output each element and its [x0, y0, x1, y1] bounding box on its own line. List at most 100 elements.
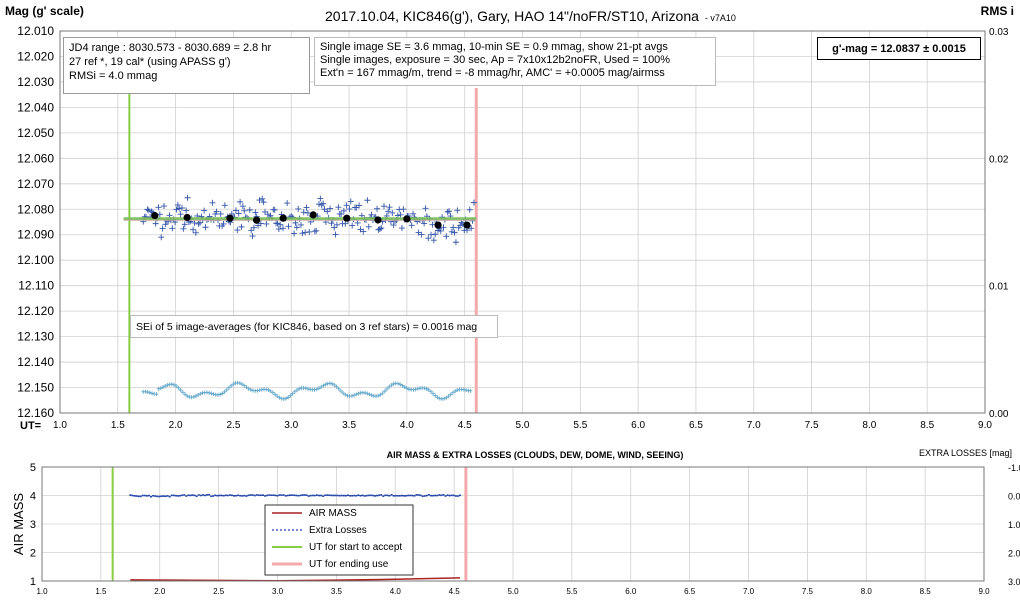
- single-image-point: [213, 208, 220, 215]
- single-image-point: [161, 203, 168, 210]
- extra-loss-point: [247, 494, 250, 497]
- extra-loss-point: [388, 494, 391, 497]
- rms-point: [354, 392, 359, 397]
- extra-loss-point: [222, 494, 225, 497]
- single-image-point: [190, 226, 197, 233]
- extra-loss-point: [187, 494, 190, 497]
- legend-start-label: UT for start to accept: [309, 542, 402, 553]
- single-image-point: [386, 204, 393, 211]
- extra-loss-point: [344, 494, 347, 497]
- rms-point: [145, 390, 150, 395]
- extra-loss-point: [340, 494, 343, 497]
- rms-point: [450, 390, 455, 395]
- single-image-point: [317, 195, 324, 202]
- extra-loss-point: [162, 495, 165, 497]
- extra-loss-point: [429, 494, 432, 497]
- single-image-point: [306, 228, 313, 235]
- top-x-tick-label: 3.0: [284, 420, 298, 431]
- bottom-plot-frame: [41, 466, 985, 582]
- extra-loss-point: [332, 494, 335, 497]
- extra-loss-point: [324, 494, 327, 497]
- top-y-tick-label: 12.040: [17, 100, 54, 114]
- rms-point: [200, 390, 205, 395]
- single-image-point: [320, 200, 327, 207]
- rms-point: [169, 382, 174, 387]
- extra-loss-point: [411, 494, 414, 497]
- extra-loss-point: [156, 495, 159, 498]
- extra-loss-point: [145, 495, 148, 497]
- info-center-line-3: Ext'n = 167 mmag/m, trend = -8 mmag/hr, …: [320, 67, 665, 79]
- extra-loss-point: [415, 494, 418, 496]
- rms-point: [305, 386, 310, 391]
- single-image-point: [430, 237, 437, 244]
- rms-point: [464, 388, 469, 393]
- extra-loss-point: [459, 494, 462, 497]
- top-y-tick-label: 12.140: [17, 355, 54, 369]
- bottom-x-tick-label: 9.0: [978, 587, 990, 596]
- extra-loss-point: [179, 494, 182, 497]
- rms-point: [378, 392, 383, 397]
- bottom-right-tick-label: 2.0: [1008, 549, 1020, 559]
- top-y-tick-label: 12.070: [17, 177, 54, 191]
- extra-loss-point: [201, 494, 204, 496]
- single-image-point: [421, 220, 428, 227]
- extra-loss-point: [212, 495, 215, 497]
- bottom-x-tick-label: 6.5: [684, 587, 696, 596]
- rms-point: [369, 393, 374, 398]
- extra-loss-point: [218, 494, 221, 497]
- extra-loss-point: [347, 494, 350, 497]
- top-y-tick-label: 12.080: [17, 202, 54, 216]
- single-image-point: [452, 239, 459, 246]
- average-point: [403, 215, 411, 223]
- bottom-y-axis-title: AIR MASS: [11, 493, 26, 555]
- rms-point: [387, 384, 392, 389]
- bottom-chart-title: AIR MASS & EXTRA LOSSES (CLOUDS, DEW, DO…: [387, 450, 684, 460]
- extra-loss-point: [170, 494, 173, 497]
- top-y-axis-title: Mag (g' scale): [5, 4, 84, 18]
- extra-loss-point: [328, 494, 331, 497]
- bottom-y-tick-label: 3: [30, 519, 36, 531]
- single-image-point: [432, 231, 439, 238]
- extra-loss-point: [280, 494, 283, 496]
- top-x-tick-label: 5.0: [516, 420, 530, 431]
- single-image-point: [422, 205, 429, 212]
- rms-point: [297, 386, 302, 391]
- extra-loss-point: [373, 495, 376, 497]
- single-image-point: [368, 211, 375, 218]
- rms-point: [435, 395, 440, 400]
- top-y-tick-label: 12.020: [17, 49, 54, 63]
- info-left-line-2: 27 ref *, 19 cal* (using APASS g'): [69, 56, 231, 68]
- single-image-point: [299, 230, 306, 237]
- bottom-right-tick-label: 0.0: [1008, 492, 1020, 502]
- rms-point: [242, 383, 247, 388]
- single-image-point: [241, 207, 248, 214]
- extra-loss-point: [417, 494, 420, 496]
- bottom-y-tick-label: 4: [30, 491, 36, 503]
- extra-loss-point: [243, 494, 246, 497]
- extra-loss-point: [421, 495, 424, 498]
- bottom-x-tick-label: 5.5: [566, 587, 578, 596]
- extra-loss-point: [278, 494, 281, 496]
- single-image-point: [448, 228, 455, 235]
- single-image-point: [440, 224, 447, 231]
- extra-loss-point: [152, 494, 155, 497]
- extra-loss-point: [353, 494, 356, 497]
- rms-point: [292, 389, 297, 394]
- single-image-point: [410, 210, 417, 217]
- extra-loss-point: [342, 494, 345, 497]
- rms-point: [404, 386, 409, 391]
- single-image-point: [335, 204, 342, 211]
- top-x-tick-label: 1.0: [53, 420, 67, 431]
- rms-point: [376, 393, 381, 398]
- single-image-point: [259, 195, 266, 202]
- single-image-point: [313, 227, 320, 234]
- single-image-point: [235, 210, 242, 217]
- extra-loss-point: [396, 494, 399, 497]
- top-y-tick-label: 12.110: [18, 279, 54, 293]
- single-image-point: [340, 207, 347, 214]
- extra-loss-point: [403, 495, 406, 497]
- single-image-point: [385, 208, 392, 215]
- extra-loss-point: [361, 494, 364, 497]
- rms-point: [193, 394, 198, 399]
- rms-point: [257, 388, 262, 393]
